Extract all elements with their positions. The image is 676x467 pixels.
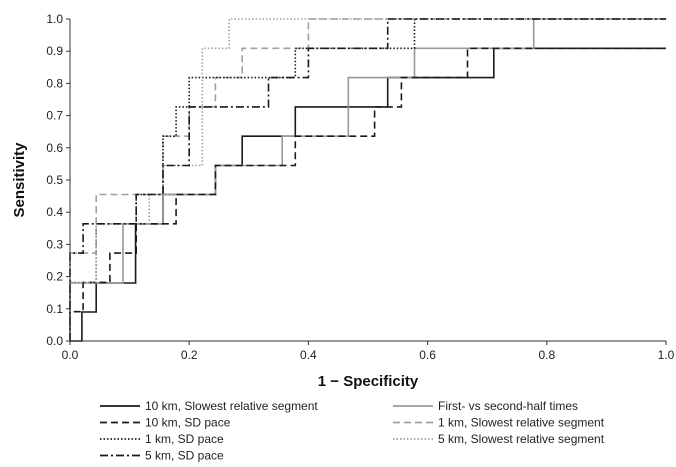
y-tick-label: 0.1 <box>46 302 63 316</box>
legend-label: 5 km, SD pace <box>145 449 224 463</box>
series-line-5 <box>69 18 666 341</box>
y-tick-label: 0.9 <box>46 44 63 58</box>
legend-label: 10 km, SD pace <box>145 416 231 430</box>
y-tick-label: 0.2 <box>46 270 63 284</box>
y-axis-title: Sensitivity <box>11 142 28 218</box>
x-axis-title: 1 − Specificity <box>318 373 419 390</box>
legend-label: 5 km, Slowest relative segment <box>438 432 605 446</box>
legend-label: 1 km, Slowest relative segment <box>438 416 605 430</box>
y-tick-label: 0.6 <box>46 141 63 155</box>
y-tick-label: 1.0 <box>46 12 63 26</box>
plot-area <box>69 18 666 342</box>
series-line-4 <box>69 18 666 341</box>
legend-label: 10 km, Slowest relative segment <box>145 399 318 413</box>
x-tick-label: 0.6 <box>419 348 436 362</box>
x-tick-label: 1.0 <box>658 348 675 362</box>
y-tick-label: 0.3 <box>46 237 63 251</box>
x-tick-label: 0.8 <box>538 348 555 362</box>
legend-label: 1 km, SD pace <box>145 432 224 446</box>
y-tick-label: 0.7 <box>46 109 63 123</box>
y-tick-label: 0.8 <box>46 76 63 90</box>
x-tick-label: 0.4 <box>300 348 317 362</box>
x-tick-label: 0.2 <box>181 348 198 362</box>
series-line-2 <box>69 18 666 341</box>
x-tick-label: 0.0 <box>62 348 79 362</box>
legend: 10 km, Slowest relative segment First- vs… <box>100 399 605 463</box>
y-tick-label: 0.5 <box>46 173 63 187</box>
series-line-7 <box>69 18 666 341</box>
legend-label: First- vs second-half times <box>438 399 578 413</box>
y-tick-label: 0.4 <box>46 205 63 219</box>
axes: 0.0 0.1 0.2 0.3 0.4 0.5 0.6 0.7 0.8 0.9 1.0 0.0 0.2 0… <box>46 12 674 362</box>
y-tick-label: 0.0 <box>46 334 63 348</box>
series-line-6 <box>69 18 666 341</box>
